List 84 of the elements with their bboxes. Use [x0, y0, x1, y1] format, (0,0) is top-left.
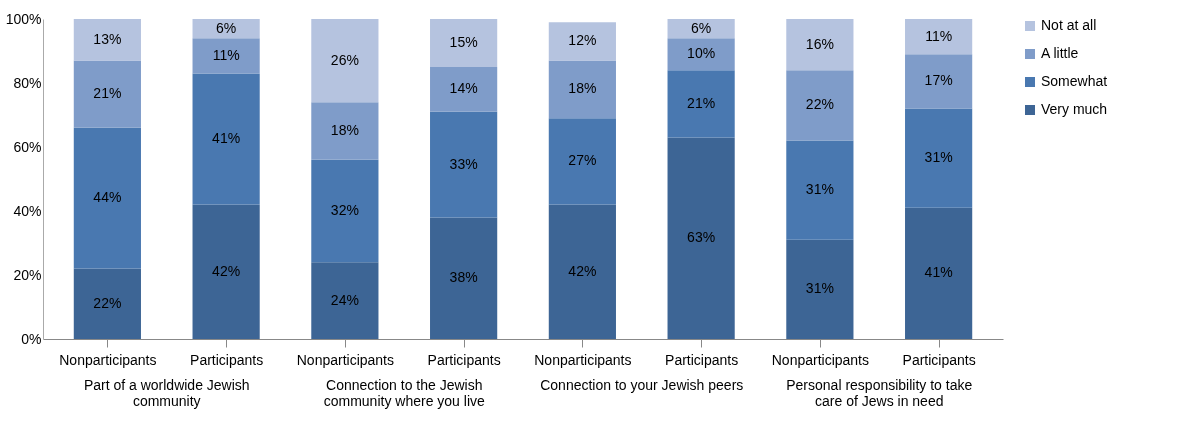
data-label: 31% [805, 280, 834, 297]
y-tick-label: 60% [13, 138, 42, 155]
data-label: 33% [449, 155, 478, 172]
bar [905, 54, 973, 109]
x-tick-label: Nonparticipants [771, 351, 870, 368]
bar [905, 108, 973, 208]
legend-label: Somewhat [1041, 73, 1108, 89]
data-label: 18% [330, 122, 359, 138]
bar [311, 19, 379, 103]
y-tick-label: 40% [13, 202, 42, 219]
data-label: 41% [212, 130, 241, 146]
data-label: 17% [924, 72, 953, 89]
data-label: 15% [449, 34, 478, 50]
data-label: 31% [924, 149, 953, 166]
bar [73, 19, 141, 61]
bar [548, 60, 616, 119]
data-label: 41% [924, 264, 953, 281]
bar [786, 70, 854, 141]
bar [430, 19, 498, 67]
data-label: 11% [925, 27, 953, 44]
data-label: 44% [93, 189, 122, 206]
data-label: 42% [212, 262, 241, 279]
data-label: 63% [687, 229, 716, 246]
data-label: 16% [805, 35, 834, 52]
x-tick-label: Participants [427, 351, 501, 368]
data-label: 38% [449, 269, 478, 286]
data-label: 31% [805, 181, 834, 198]
data-label: 14% [449, 80, 478, 97]
data-label: 42% [568, 262, 597, 279]
legend-label: A little [1041, 45, 1079, 61]
x-tick-label: Nonparticipants [534, 351, 632, 368]
data-label: 22% [805, 96, 834, 113]
data-label: 26% [330, 51, 359, 68]
text: Personal responsibility to take care of Jews in need [786, 377, 973, 409]
data-label: 22% [93, 294, 122, 311]
data-label: 32% [330, 202, 359, 218]
bar [548, 204, 616, 339]
data-label: 11% [212, 46, 240, 63]
data-label: 10% [687, 45, 716, 62]
data-label: 6% [691, 19, 712, 36]
x-tick-label: Nonparticipants [296, 351, 395, 368]
bar [667, 38, 735, 71]
x-tick-label: Participants [665, 351, 739, 368]
text: Connection to the Jewish community where you live [323, 377, 485, 409]
legend-label: Not at all [1041, 17, 1097, 33]
bar [667, 70, 735, 138]
bar [430, 217, 498, 339]
bar [786, 239, 854, 339]
data-label: 24% [330, 291, 359, 308]
data-label: 21% [93, 85, 122, 102]
bar [905, 207, 973, 339]
text: Part of a worldwide Jewish community [83, 377, 250, 409]
y-tick-label: 80% [13, 74, 42, 91]
bar [311, 159, 379, 263]
data-label: 12% [568, 32, 597, 49]
bar [905, 19, 973, 55]
bar [430, 111, 498, 218]
bar [192, 73, 260, 205]
y-tick-label: 20% [13, 266, 42, 283]
bar [311, 262, 379, 339]
bar [73, 268, 141, 339]
data-label: 18% [568, 80, 597, 97]
bar [786, 140, 854, 240]
data-label: 13% [93, 30, 122, 47]
bar [311, 102, 379, 160]
bar [786, 19, 854, 71]
bar [548, 22, 616, 61]
bar [548, 118, 616, 205]
bar [430, 67, 498, 112]
data-label: 27% [568, 152, 597, 169]
x-tick-label: Participants [190, 351, 264, 368]
y-tick-label: 0% [21, 330, 42, 347]
y-tick-label: 100% [5, 10, 42, 27]
bar [192, 38, 260, 74]
text: Connection to your Jewish peers [540, 377, 744, 393]
x-tick-label: Nonparticipants [59, 351, 157, 368]
x-tick-label: Participants [902, 351, 976, 368]
data-label: 21% [687, 94, 716, 111]
bar [73, 127, 141, 269]
data-label: 6% [216, 19, 237, 36]
bar [73, 60, 141, 128]
legend-label: Very much [1041, 101, 1108, 117]
bar [192, 204, 260, 339]
bar [667, 137, 735, 339]
